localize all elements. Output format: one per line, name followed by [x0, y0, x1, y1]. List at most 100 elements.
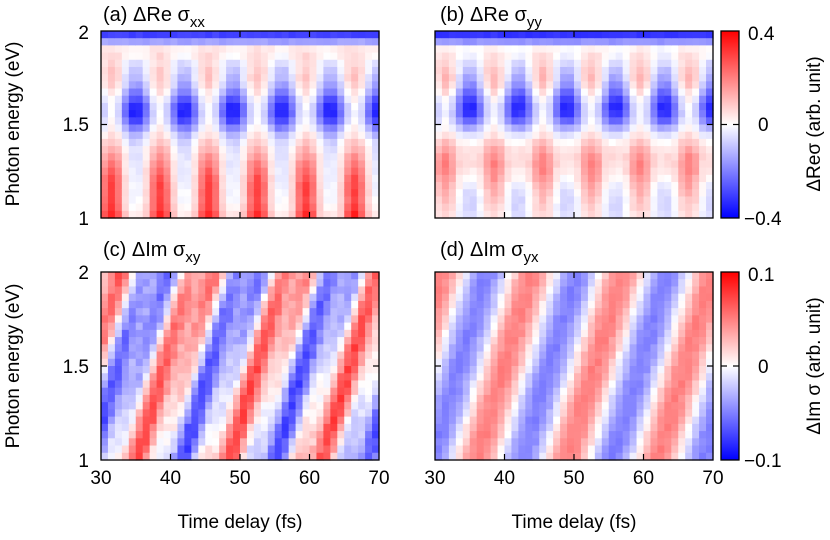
heatmap-cell — [497, 387, 506, 396]
heatmap-cell — [302, 102, 311, 111]
heatmap-cell — [650, 387, 658, 396]
heatmap-cell — [177, 88, 185, 97]
heatmap-cell — [267, 293, 276, 302]
panel-d-title: (d) ΔIm σyx — [440, 239, 539, 266]
heatmap-cell — [546, 110, 554, 118]
heatmap-cell — [170, 146, 179, 154]
heatmap-cell — [455, 423, 464, 432]
heatmap-cell — [567, 74, 575, 82]
heatmap-cell — [274, 322, 283, 331]
heatmap-cell — [344, 196, 352, 205]
heatmap-cell — [302, 117, 311, 126]
heatmap-cell — [567, 351, 575, 360]
heatmap-cell — [226, 95, 234, 104]
heatmap-cell — [650, 279, 658, 288]
heatmap-cell — [594, 117, 603, 126]
heatmap-cell — [302, 196, 311, 205]
heatmap-cell — [518, 59, 526, 68]
heatmap-cell — [226, 380, 234, 389]
heatmap-cell — [490, 438, 499, 447]
heatmap-cell — [678, 373, 686, 382]
heatmap-cell — [483, 203, 492, 212]
heatmap-cell — [560, 344, 568, 353]
heatmap-cell — [330, 344, 338, 353]
heatmap-cell — [351, 210, 359, 219]
heatmap-cell — [643, 394, 652, 403]
heatmap-cell — [539, 431, 547, 439]
heatmap-cell — [372, 293, 380, 302]
heatmap-cell — [518, 402, 526, 410]
heatmap-cell — [156, 337, 165, 345]
heatmap-cell — [511, 117, 519, 126]
heatmap-cell — [608, 394, 617, 403]
heatmap-cell — [476, 337, 485, 345]
heatmap-cell — [149, 189, 158, 198]
heatmap-cell — [295, 59, 304, 68]
heatmap-cell — [699, 153, 707, 162]
heatmap-cell — [567, 423, 575, 432]
heatmap-cell — [114, 31, 123, 39]
heatmap-cell — [302, 438, 311, 447]
heatmap-cell — [657, 438, 665, 447]
heatmap-cell — [107, 31, 116, 39]
heatmap-cell — [699, 380, 707, 389]
heatmap-cell — [316, 373, 324, 382]
heatmap-cell — [288, 174, 297, 183]
heatmap-cell — [699, 329, 707, 338]
heatmap-cell — [295, 402, 304, 410]
y-tick-label-a-2: 2 — [78, 23, 89, 44]
heatmap-cell — [497, 438, 506, 447]
heatmap-cell — [504, 131, 513, 140]
heatmap-cell — [448, 293, 457, 302]
heatmap-cell — [685, 272, 693, 280]
heatmap-cell — [337, 81, 345, 90]
heatmap-cell — [163, 31, 172, 39]
heatmap-cell — [560, 315, 568, 324]
heatmap-cell — [678, 322, 686, 331]
heatmap-cell — [636, 329, 645, 338]
heatmap-cell — [650, 153, 658, 162]
heatmap-cell — [490, 279, 499, 288]
heatmap-cell — [128, 358, 137, 367]
heatmap-cell — [274, 402, 283, 410]
heatmap-cell — [504, 66, 513, 75]
heatmap-cell — [170, 272, 179, 280]
heatmap-cell — [226, 138, 234, 147]
heatmap-cell — [337, 409, 345, 418]
heatmap-cell — [233, 272, 241, 280]
heatmap-cell — [622, 210, 631, 219]
heatmap-cell — [281, 160, 290, 169]
heatmap-cell — [295, 373, 304, 382]
heatmap-cell — [219, 358, 227, 367]
heatmap-cell — [198, 131, 206, 140]
heatmap-cell — [302, 66, 311, 75]
heatmap-cell — [525, 315, 533, 324]
heatmap-cell — [525, 308, 533, 316]
heatmap-cell — [601, 322, 610, 331]
heatmap-cell — [240, 286, 248, 295]
heatmap-cell — [643, 174, 652, 183]
heatmap-cell — [615, 210, 624, 219]
heatmap-cell — [587, 174, 596, 183]
heatmap-cell — [107, 203, 116, 212]
heatmap-cell — [323, 160, 331, 169]
heatmap-cell — [358, 272, 366, 280]
heatmap-cell — [309, 308, 318, 316]
heatmap-cell — [594, 286, 603, 295]
heatmap-cell — [685, 445, 693, 454]
heatmap-cell — [664, 88, 672, 97]
heatmap-cell — [699, 279, 707, 288]
heatmap-cell — [699, 210, 707, 219]
heatmap-cell — [643, 66, 652, 75]
heatmap-cell — [497, 203, 506, 212]
heatmap-cell — [671, 31, 679, 39]
heatmap-cell — [678, 358, 686, 367]
heatmap-cell — [198, 203, 206, 212]
heatmap-cell — [664, 138, 672, 147]
heatmap-cell — [525, 117, 533, 126]
heatmap-cell — [260, 167, 269, 176]
heatmap-cell — [497, 366, 506, 374]
heatmap-cell — [574, 438, 582, 447]
heatmap-cell — [525, 131, 533, 140]
heatmap-cell — [594, 203, 603, 212]
